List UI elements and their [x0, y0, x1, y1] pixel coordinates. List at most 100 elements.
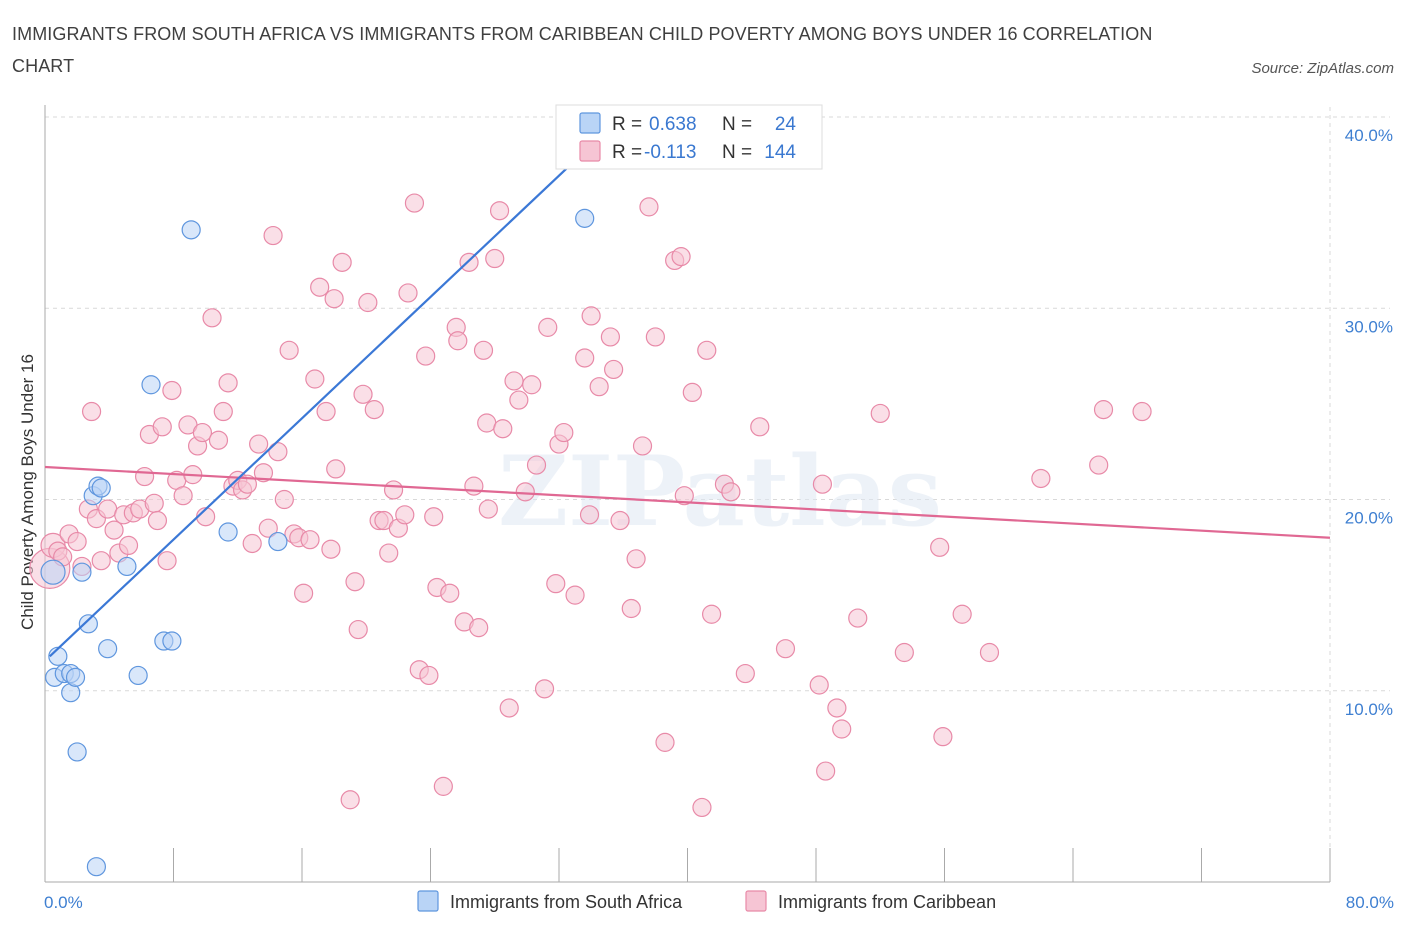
data-point: [162, 631, 182, 651]
data-point: [253, 463, 274, 483]
data-point: [832, 719, 852, 739]
data-point: [469, 618, 489, 638]
data-point: [979, 642, 1000, 663]
data-point: [812, 474, 833, 494]
correlation-legend: R = 0.638 N = 24 R = -0.113 N = 144: [555, 104, 823, 170]
data-point: [67, 742, 87, 762]
data-point: [40, 559, 66, 585]
data-point: [118, 535, 139, 556]
data-point: [440, 583, 460, 603]
chart-title: IMMIGRANTS FROM SOUTH AFRICA VS IMMIGRAN…: [12, 24, 1153, 76]
data-point: [581, 306, 601, 326]
data-point: [499, 698, 519, 718]
data-point: [72, 562, 92, 582]
data-point: [249, 434, 269, 454]
data-point: [701, 604, 722, 624]
y-tick-label-40: 40.0%: [1345, 126, 1393, 145]
legend-swatch-blue: [579, 112, 601, 134]
data-point: [104, 520, 124, 540]
data-point: [626, 549, 646, 569]
data-point: [848, 608, 868, 628]
data-point: [274, 489, 294, 510]
data-point: [930, 537, 950, 557]
data-point: [268, 531, 288, 552]
data-point: [321, 539, 341, 559]
data-point: [473, 340, 494, 360]
data-point: [1089, 455, 1109, 475]
data-point: [504, 371, 524, 391]
data-point: [477, 413, 497, 433]
data-point: [134, 466, 155, 487]
data-point: [621, 598, 641, 619]
data-point: [316, 401, 336, 422]
x-tick-min: 0.0%: [44, 893, 83, 912]
data-point: [575, 208, 595, 228]
data-point: [478, 499, 498, 519]
legend-n-label-blue: N =: [722, 114, 752, 135]
data-point: [300, 530, 320, 550]
data-point: [379, 543, 399, 563]
data-point: [144, 493, 164, 513]
bottom-legend-swatch-blue: [417, 890, 439, 912]
data-point: [645, 327, 665, 347]
data-point: [67, 531, 87, 552]
data-point: [870, 403, 890, 424]
data-point: [404, 193, 425, 213]
legend-n-label-pink: N =: [722, 142, 752, 163]
axes: [44, 105, 1331, 883]
data-point: [526, 455, 547, 475]
south-africa-points: [40, 208, 595, 877]
data-point: [152, 417, 172, 437]
data-point: [534, 679, 555, 699]
data-point: [632, 436, 653, 456]
data-point: [117, 556, 137, 577]
legend-r-label-blue: R =: [612, 114, 642, 135]
data-point: [522, 375, 542, 395]
data-point: [305, 369, 325, 389]
data-point: [192, 422, 213, 443]
legend-swatch-pink: [579, 140, 601, 162]
legend-r-value-pink: -0.113: [644, 142, 696, 163]
data-point: [639, 197, 659, 217]
data-point: [218, 522, 238, 542]
data-point: [237, 474, 257, 494]
data-point: [162, 380, 182, 401]
data-point: [600, 327, 621, 347]
data-point: [894, 642, 914, 663]
data-point: [91, 478, 111, 498]
data-point: [416, 346, 436, 366]
data-point: [655, 732, 675, 752]
legend-n-value-pink: 144: [764, 142, 796, 163]
data-point: [671, 247, 691, 267]
data-point: [775, 639, 796, 659]
data-point: [141, 375, 161, 395]
data-point: [809, 675, 829, 695]
data-point: [750, 417, 770, 437]
data-point: [485, 248, 505, 269]
data-point: [326, 459, 346, 479]
data-point: [202, 308, 222, 328]
bottom-legend-label-pink: Immigrants from Caribbean: [778, 892, 996, 912]
data-point: [128, 665, 148, 686]
data-point: [268, 442, 288, 462]
data-point: [242, 533, 262, 554]
data-point: [604, 359, 624, 380]
data-point: [173, 486, 193, 506]
data-point: [98, 639, 118, 659]
data-point: [345, 572, 365, 592]
data-point: [395, 505, 415, 525]
data-point: [682, 382, 702, 402]
bottom-legend-label-blue: Immigrants from South Africa: [450, 892, 683, 912]
data-point: [459, 252, 479, 272]
data-point: [546, 574, 566, 594]
data-point: [383, 480, 404, 500]
data-point: [674, 486, 694, 506]
bottom-legend-swatch-pink: [745, 890, 767, 912]
data-point: [464, 476, 484, 496]
data-point: [310, 277, 330, 297]
data-point: [493, 419, 513, 439]
data-point: [98, 499, 118, 519]
data-point: [65, 667, 86, 687]
data-point: [279, 340, 299, 360]
data-point: [1031, 468, 1051, 489]
